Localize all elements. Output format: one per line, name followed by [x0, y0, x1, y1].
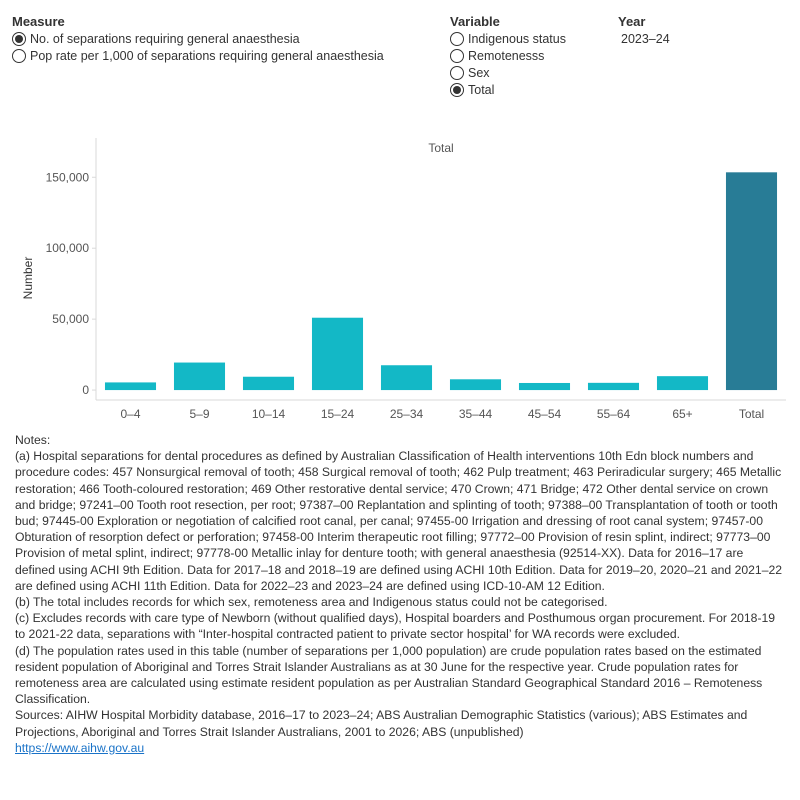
radio-unselected-icon[interactable]: [450, 49, 464, 63]
variable-option-label: Sex: [468, 66, 490, 80]
aihw-link[interactable]: https://www.aihw.gov.au: [15, 740, 145, 755]
bar-6: [518, 382, 571, 391]
year-filter-title: Year: [618, 14, 646, 29]
x-tick-label: 0–4: [120, 407, 140, 421]
bar-5: [449, 379, 502, 391]
x-tick-label: 45–54: [528, 407, 562, 421]
radio-unselected-icon[interactable]: [450, 66, 464, 80]
measure-filter-title: Measure: [12, 14, 65, 29]
bar-8: [656, 376, 709, 391]
note-a: (a) Hospital separations for dental proc…: [15, 449, 783, 593]
variable-option-remoteness[interactable]: Remotenesss: [450, 49, 544, 63]
bar-2: [242, 376, 295, 391]
variable-option-sex[interactable]: Sex: [450, 66, 490, 80]
y-tick-label: 150,000: [46, 170, 90, 184]
variable-filter-title: Variable: [450, 14, 500, 29]
y-tick-label: 100,000: [46, 241, 90, 255]
x-tick-label: 35–44: [459, 407, 493, 421]
bar-total: [725, 172, 778, 391]
y-tick-label: 0: [82, 383, 89, 397]
year-value[interactable]: 2023–24: [621, 32, 670, 46]
note-c: (c) Excludes records with care type of N…: [15, 611, 776, 642]
bar-1: [173, 362, 226, 391]
notes-section: Notes: (a) Hospital separations for dent…: [15, 432, 785, 756]
x-tick-label: 10–14: [252, 407, 286, 421]
variable-option-indigenous[interactable]: Indigenous status: [450, 32, 566, 46]
x-tick-label: 55–64: [597, 407, 631, 421]
x-tick-label: 5–9: [189, 407, 209, 421]
x-tick-label: 65+: [672, 407, 692, 421]
measure-option-count[interactable]: No. of separations requiring general ana…: [12, 32, 300, 46]
radio-selected-icon[interactable]: [450, 83, 464, 97]
measure-option-label: Pop rate per 1,000 of separations requir…: [30, 49, 384, 63]
panel-title: Total: [428, 141, 453, 155]
bar-7: [587, 382, 640, 391]
y-tick-label: 50,000: [52, 312, 89, 326]
bar-4: [380, 365, 433, 391]
measure-option-label: No. of separations requiring general ana…: [30, 32, 300, 46]
x-tick-label: 15–24: [321, 407, 355, 421]
bar-0: [104, 382, 157, 391]
radio-selected-icon[interactable]: [12, 32, 26, 46]
variable-option-label: Remotenesss: [468, 49, 545, 63]
sources-text: Sources: AIHW Hospital Morbidity databas…: [15, 708, 748, 739]
variable-option-label: Total: [468, 83, 495, 97]
variable-option-total[interactable]: Total: [450, 83, 494, 97]
radio-unselected-icon[interactable]: [450, 32, 464, 46]
y-axis-label: Number: [21, 257, 35, 300]
variable-option-label: Indigenous status: [468, 32, 566, 46]
measure-option-rate[interactable]: Pop rate per 1,000 of separations requir…: [12, 49, 384, 63]
bar-chart: Total Number 0 50,000 100,000 150,000 0–4 5–9 10…: [21, 138, 786, 421]
radio-unselected-icon[interactable]: [12, 49, 26, 63]
note-b: (b) The total includes records for which…: [15, 595, 608, 610]
bar-3: [311, 317, 364, 391]
note-d: (d) The population rates used in this ta…: [15, 643, 763, 707]
x-tick-label: Total: [739, 407, 764, 421]
notes-heading: Notes:: [15, 433, 51, 447]
x-tick-label: 25–34: [390, 407, 424, 421]
